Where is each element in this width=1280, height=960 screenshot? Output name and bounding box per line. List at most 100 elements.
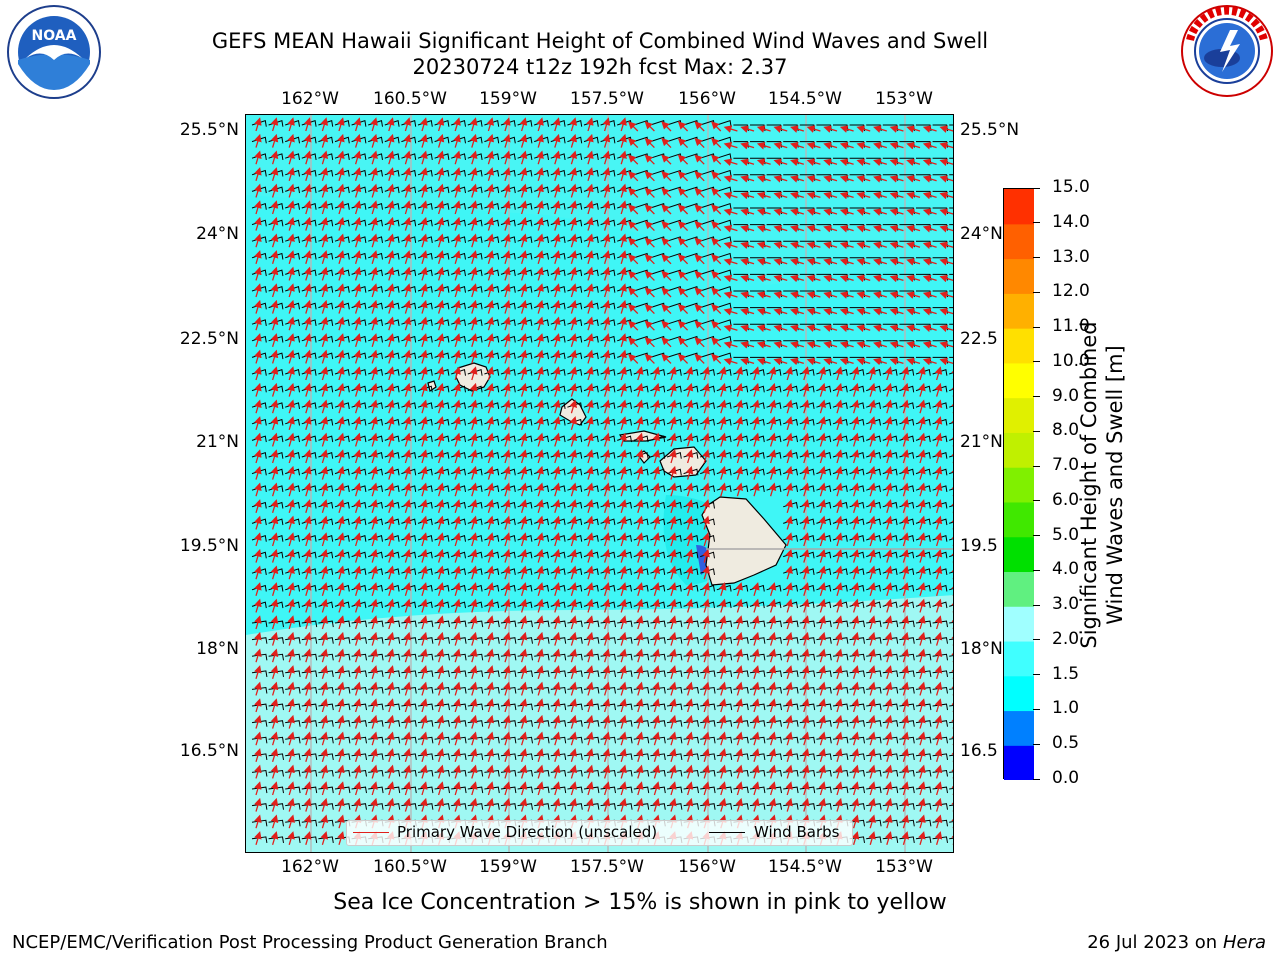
lon-label-top: 159°W	[479, 89, 537, 109]
wave-direction-arrow	[951, 548, 953, 563]
colorbar-tick-label: 0.5	[1052, 733, 1080, 754]
colorbar-tick-label: 4.0	[1052, 559, 1080, 580]
lat-label-left: 24°N	[196, 224, 239, 244]
lat-label-left: 21°N	[196, 432, 239, 452]
colorbar-segment	[1004, 258, 1034, 294]
wind-barb	[716, 169, 732, 177]
colorbar-segment	[1004, 710, 1034, 746]
colorbar-tick-label: 5.0	[1052, 524, 1080, 545]
wave-direction-arrow	[951, 465, 953, 480]
colorbar-tick-label: 13.0	[1052, 246, 1090, 267]
colorbar-segment	[1004, 189, 1034, 225]
colorbar-tick-label: 9.0	[1052, 385, 1080, 406]
footer-org: NCEP/EMC/Verification Post Processing Pr…	[12, 932, 608, 953]
wave-direction-arrow	[951, 648, 953, 663]
colorbar-tick-mark	[1033, 674, 1040, 676]
wave-direction-arrow	[951, 797, 953, 812]
lon-label-top: 153°W	[875, 89, 933, 109]
wind-barb	[716, 252, 732, 260]
chart-title-line2: 20230724 t12z 192h fcst Max: 2.37	[412, 55, 788, 79]
wave-direction-arrow	[951, 499, 953, 513]
colorbar-segment	[1004, 606, 1034, 642]
wave-direction-arrow	[951, 399, 953, 414]
colorbar-segment	[1004, 397, 1034, 433]
chart-title-line1: GEFS MEAN Hawaii Significant Height of C…	[211, 29, 989, 53]
lat-label-right: 16.5	[960, 741, 998, 761]
footer-date: 26 Jul 2023 on Hera	[1087, 932, 1266, 953]
sea-ice-note: Sea Ice Concentration > 15% is shown in …	[333, 890, 947, 915]
colorbar-tick-mark	[1033, 187, 1040, 189]
colorbar-tick-mark	[1033, 743, 1040, 745]
lon-label-bottom: 154.5°W	[768, 857, 842, 877]
wind-barb	[716, 219, 732, 227]
lon-label-top: 157.5°W	[570, 89, 644, 109]
wind-barb	[716, 186, 732, 194]
colorbar-segment	[1004, 675, 1034, 712]
lon-label-bottom: 156°W	[678, 857, 736, 877]
lat-label-left: 16.5°N	[179, 741, 239, 761]
colorbar-tick-label: 2.0	[1052, 628, 1080, 649]
colorbar-segment	[1004, 536, 1034, 573]
colorbar-segment	[1004, 362, 1034, 399]
lon-label-bottom: 153°W	[875, 857, 933, 877]
colorbar-label-line1: Significant Height of Combined	[1077, 321, 1101, 649]
lon-label-bottom: 157.5°W	[570, 857, 644, 877]
wave-direction-arrow	[951, 714, 953, 729]
wave-direction-arrow	[951, 831, 953, 845]
colorbar	[1003, 188, 1034, 781]
lat-label-right: 19.5	[960, 536, 998, 556]
wave-direction-arrow	[951, 631, 953, 646]
wave-direction-arrow	[951, 615, 953, 629]
island-niihau	[427, 380, 437, 392]
lat-label-left: 18°N	[196, 639, 239, 659]
wave-direction-arrow	[951, 665, 953, 679]
colorbar-tick-mark	[1033, 639, 1040, 641]
lon-label-bottom: 159°W	[479, 857, 537, 877]
footer-machine: Hera	[1222, 932, 1266, 953]
colorbar-segment	[1004, 328, 1034, 364]
colorbar-tick-mark	[1033, 222, 1040, 224]
colorbar-tick-mark	[1033, 569, 1040, 571]
colorbar-tick-mark	[1033, 535, 1040, 537]
colorbar-tick-label: 1.0	[1052, 698, 1080, 719]
colorbar-tick-label: 3.0	[1052, 594, 1080, 615]
wave-direction-arrow	[951, 698, 953, 712]
svg-text:NOAA: NOAA	[32, 28, 77, 44]
wind-barb	[716, 120, 732, 127]
map-svg	[246, 115, 953, 852]
lat-label-right: 18°N	[960, 639, 1003, 659]
map-plot-area	[245, 114, 954, 853]
wind-barb	[716, 203, 732, 210]
colorbar-tick-mark	[1033, 291, 1040, 293]
colorbar-label-line2: Wind Waves and Swell [m]	[1103, 345, 1127, 625]
noaa-logo: NOAA	[4, 4, 104, 100]
wind-barb	[716, 319, 732, 326]
wave-direction-arrow	[951, 515, 953, 530]
nws-logo	[1178, 4, 1276, 98]
wave-direction-arrow	[951, 482, 953, 497]
colorbar-tick-mark	[1033, 778, 1040, 780]
footer-date-text: 26 Jul 2023 on	[1087, 932, 1223, 953]
lon-label-top: 156°W	[678, 89, 736, 109]
wind-barb	[716, 269, 732, 277]
wind-barb	[716, 352, 732, 360]
colorbar-segment	[1004, 640, 1034, 677]
island-hawaii	[701, 496, 787, 586]
wind-barb	[716, 286, 732, 293]
wind-barb-legend-line	[709, 832, 745, 833]
wave-dir-legend-line	[353, 832, 389, 833]
wind-barb-legend-label: Wind Barbs	[754, 823, 840, 841]
lat-label-right: 24°N	[960, 224, 1003, 244]
lon-label-top: 162°W	[281, 89, 339, 109]
colorbar-tick-mark	[1033, 396, 1040, 398]
wave-direction-arrow	[951, 748, 953, 762]
wave-direction-arrow	[951, 814, 953, 829]
colorbar-svg	[1004, 189, 1034, 781]
wave-direction-arrow	[951, 781, 953, 795]
wave-direction-arrow	[951, 565, 953, 580]
wave-direction-arrow	[951, 366, 953, 380]
wave-direction-arrow	[951, 382, 953, 397]
colorbar-tick-label: 15.0	[1052, 177, 1090, 197]
wave-direction-arrow	[951, 432, 953, 447]
colorbar-tick-mark	[1033, 430, 1040, 432]
